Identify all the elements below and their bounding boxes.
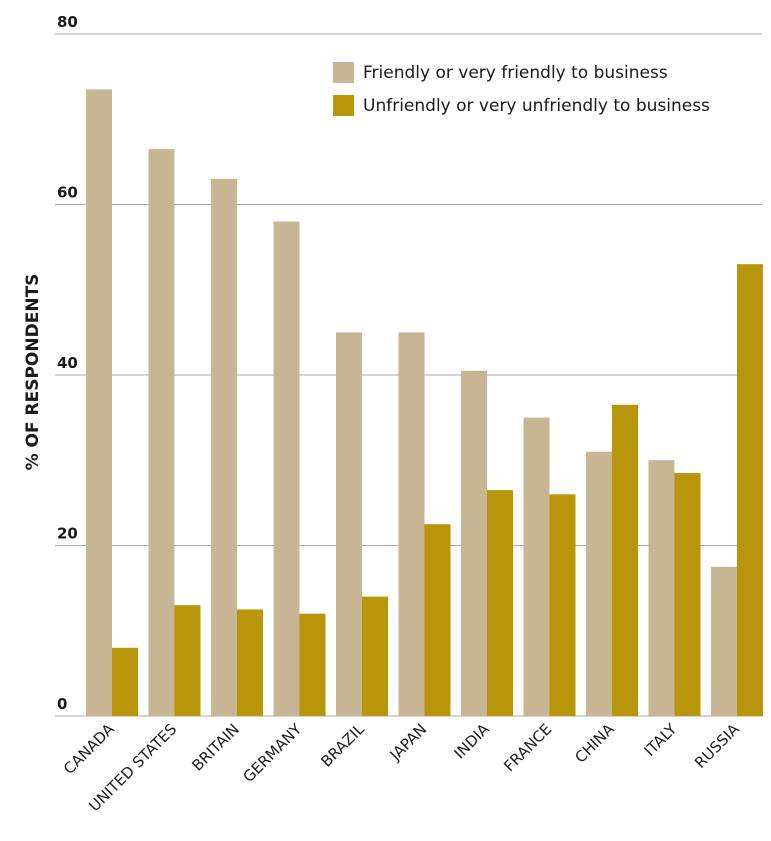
x-tick-label: INDIA — [450, 720, 493, 763]
y-tick-label: 0 — [57, 695, 67, 713]
bar-friendly — [148, 149, 175, 716]
legend-swatch — [333, 95, 354, 116]
bar-friendly — [586, 451, 612, 716]
x-tick-label: CHINA — [571, 720, 618, 767]
y-tick-label: 60 — [57, 184, 78, 202]
y-tick-label: 80 — [57, 13, 78, 31]
x-tick-label: ITALY — [641, 720, 681, 760]
y-tick-label: 40 — [57, 354, 78, 372]
bars — [86, 89, 763, 717]
legend-label: Unfriendly or very unfriendly to busines… — [363, 96, 710, 116]
bar-friendly — [398, 332, 425, 716]
bar-friendly — [648, 460, 675, 716]
bar-friendly — [336, 332, 362, 716]
bar-unfriendly — [362, 596, 388, 716]
bar-unfriendly — [237, 609, 263, 716]
bar-friendly — [86, 89, 112, 717]
bar-friendly — [211, 178, 237, 717]
bar-unfriendly — [487, 490, 513, 716]
bar-unfriendly — [549, 494, 576, 716]
x-tick-label: CANADA — [60, 720, 118, 778]
bar-unfriendly — [424, 524, 451, 716]
x-tick-label: JAPAN — [386, 720, 431, 765]
y-tick-label: 20 — [57, 525, 78, 543]
bar-unfriendly — [737, 264, 763, 716]
x-tick-label: RUSSIA — [691, 720, 743, 772]
legend-label: Friendly or very friendly to business — [363, 63, 668, 83]
x-tick-label: BRAZIL — [317, 720, 368, 771]
legend-swatch — [333, 62, 354, 83]
bar-friendly — [711, 566, 737, 716]
bar-unfriendly — [674, 473, 701, 716]
bar-friendly — [523, 417, 550, 716]
x-tick-label: FRANCE — [500, 720, 555, 775]
bar-friendly — [273, 221, 300, 717]
y-axis-title: % OF RESPONDENTS — [23, 274, 43, 471]
bar-unfriendly — [112, 647, 138, 716]
bar-unfriendly — [174, 605, 201, 716]
bar-unfriendly — [299, 613, 326, 716]
legend: Friendly or very friendly to business Unf… — [333, 62, 710, 116]
x-tick-label: BRITAIN — [188, 720, 242, 774]
x-tick-label: GERMANY — [239, 720, 305, 786]
bar-unfriendly — [612, 404, 638, 716]
bar-friendly — [461, 370, 487, 716]
